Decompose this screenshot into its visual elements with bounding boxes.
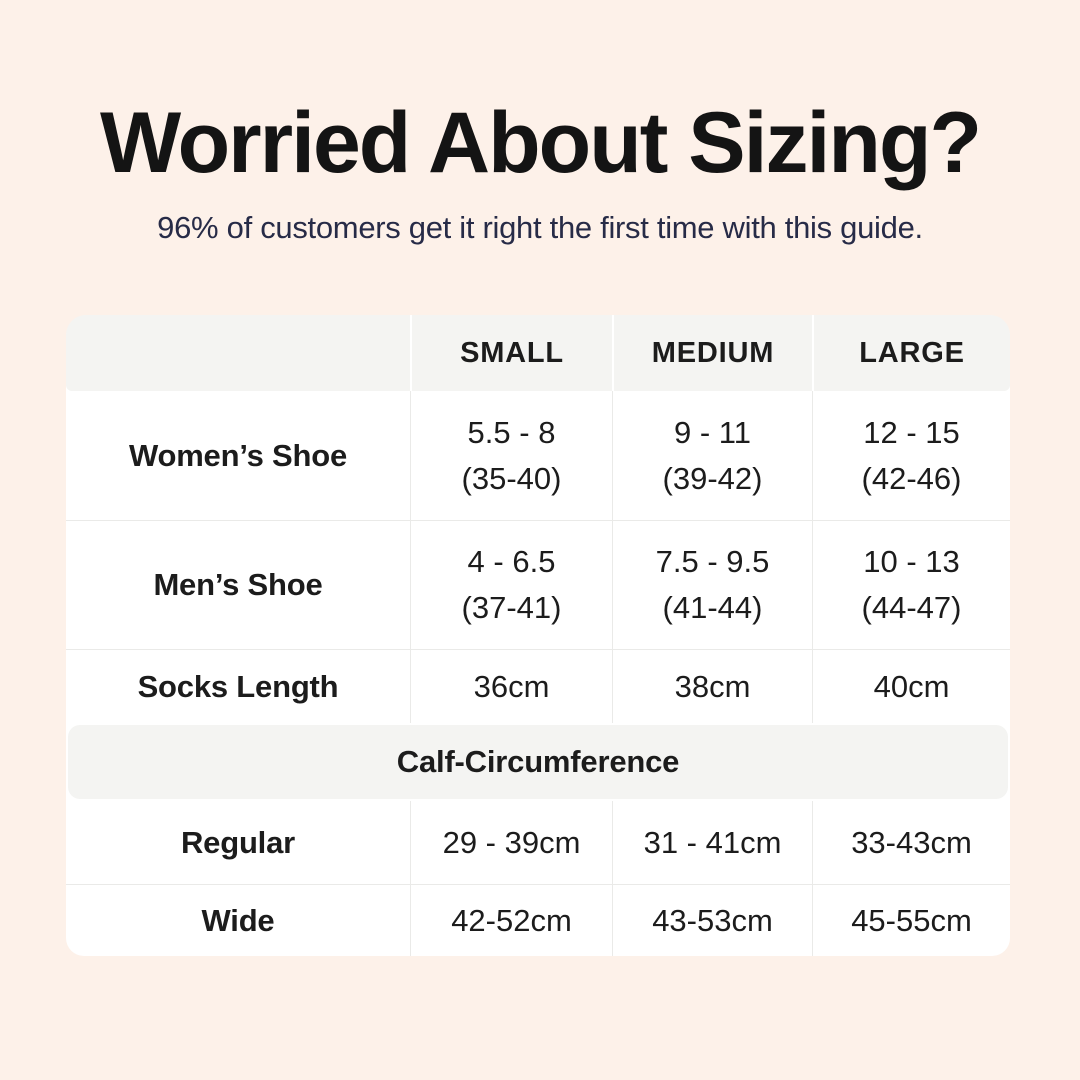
column-header-small: SMALL bbox=[410, 315, 612, 391]
row-label-socks-length: Socks Length bbox=[137, 668, 339, 704]
shoe-size-range: 7.5 - 9.5 bbox=[655, 544, 770, 579]
shoe-size-range: 10 - 13 bbox=[863, 544, 960, 579]
column-header-large: LARGE bbox=[812, 315, 1010, 391]
shoe-size-eu-range: (44-47) bbox=[861, 590, 962, 625]
shoe-size-eu-range: (39-42) bbox=[662, 460, 763, 496]
table-row-regular: Regular 29 - 39cm 31 - 41cm 33-43cm bbox=[66, 801, 1010, 885]
table-row-mens-shoe: Men’s Shoe 4 - 6.5 (37-41) 7.5 - 9.5 (41… bbox=[66, 521, 1010, 650]
size-table: SMALL MEDIUM LARGE Women’s Shoe 5.5 - 8 … bbox=[66, 315, 1010, 956]
hero-section: Worried About Sizing? 96% of customers g… bbox=[0, 0, 1080, 246]
cell-womens-medium: 9 - 11 (39-42) bbox=[612, 391, 812, 520]
cell-wide-large: 45-55cm bbox=[812, 885, 1010, 956]
table-row-womens-shoe: Women’s Shoe 5.5 - 8 (35-40) 9 - 11 (39-… bbox=[66, 391, 1010, 521]
shoe-size-range: 9 - 11 bbox=[674, 414, 751, 450]
shoe-size-eu-range: (41-44) bbox=[662, 590, 763, 625]
shoe-size-eu-range: (37-41) bbox=[461, 590, 562, 625]
cell-regular-large: 33-43cm bbox=[812, 801, 1010, 884]
cell-wide-medium: 43-53cm bbox=[612, 885, 812, 956]
cell-womens-small: 5.5 - 8 (35-40) bbox=[410, 391, 612, 520]
cell-regular-small: 29 - 39cm bbox=[410, 801, 612, 884]
cell-socks-small: 36cm bbox=[410, 650, 612, 723]
shoe-size-range: 4 - 6.5 bbox=[467, 544, 556, 579]
row-label-mens-shoe: Men’s Shoe bbox=[153, 567, 323, 602]
row-label-regular: Regular bbox=[180, 824, 296, 860]
section-header-calf-circumference: Calf-Circumference bbox=[68, 725, 1008, 799]
column-header-medium: MEDIUM bbox=[612, 315, 812, 391]
page-subtitle: 96% of customers get it right the first … bbox=[157, 210, 923, 245]
cell-mens-large: 10 - 13 (44-47) bbox=[812, 521, 1010, 649]
cell-mens-medium: 7.5 - 9.5 (41-44) bbox=[612, 521, 812, 649]
shoe-size-eu-range: (35-40) bbox=[461, 460, 562, 496]
shoe-size-range: 5.5 - 8 bbox=[467, 414, 556, 450]
cell-socks-large: 40cm bbox=[812, 650, 1010, 723]
cell-regular-medium: 31 - 41cm bbox=[612, 801, 812, 884]
table-row-wide: Wide 42-52cm 43-53cm 45-55cm bbox=[66, 885, 1010, 956]
page-title: Worried About Sizing? bbox=[99, 95, 982, 191]
cell-mens-small: 4 - 6.5 (37-41) bbox=[410, 521, 612, 649]
shoe-size-range: 12 - 15 bbox=[863, 414, 960, 450]
table-row-socks-length: Socks Length 36cm 38cm 40cm bbox=[66, 650, 1010, 723]
row-label-wide: Wide bbox=[201, 902, 275, 938]
cell-wide-small: 42-52cm bbox=[410, 885, 612, 956]
row-label-womens-shoe: Women’s Shoe bbox=[128, 437, 348, 473]
cell-socks-medium: 38cm bbox=[612, 650, 812, 723]
cell-womens-large: 12 - 15 (42-46) bbox=[812, 391, 1010, 520]
corner-cell bbox=[66, 315, 410, 391]
shoe-size-eu-range: (42-46) bbox=[861, 460, 962, 496]
table-header-row: SMALL MEDIUM LARGE bbox=[66, 315, 1010, 391]
